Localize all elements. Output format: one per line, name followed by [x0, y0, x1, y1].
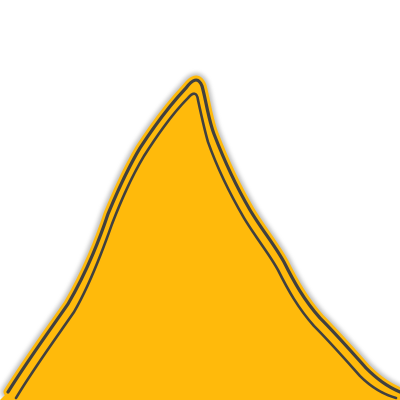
mountain-fill [0, 80, 400, 400]
inner-outline-secondary [14, 92, 398, 400]
inner-outline [6, 78, 400, 394]
